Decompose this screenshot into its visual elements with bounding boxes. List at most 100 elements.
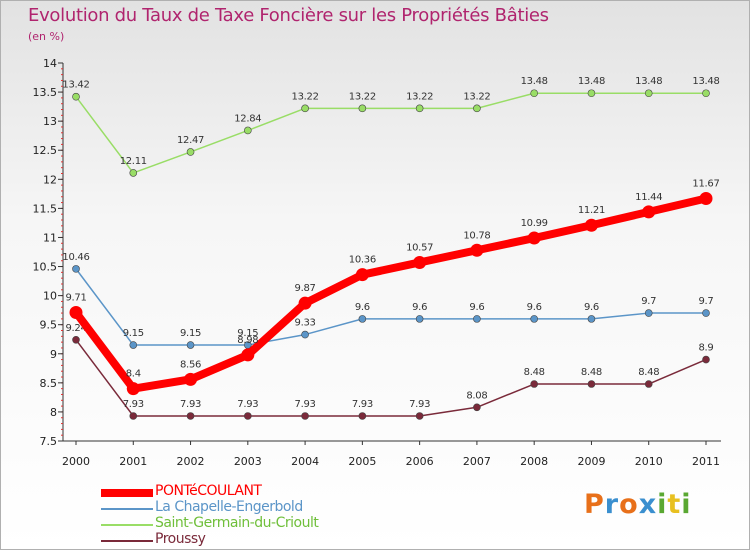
data-label: 9.6 xyxy=(412,302,427,313)
data-label: 9.15 xyxy=(180,328,201,339)
data-label: 7.93 xyxy=(295,399,316,410)
data-point xyxy=(415,412,424,420)
data-label: 9.6 xyxy=(527,302,542,313)
legend-label: Saint-Germain-du-Crioult xyxy=(155,515,319,531)
data-point xyxy=(587,89,596,98)
data-point xyxy=(358,104,367,113)
data-point xyxy=(72,92,80,101)
data-label: 10.78 xyxy=(463,230,490,241)
data-point xyxy=(644,380,653,388)
data-point xyxy=(702,89,710,98)
data-label: 8.48 xyxy=(524,367,545,378)
data-point xyxy=(702,309,710,317)
data-label: 10.46 xyxy=(62,252,89,263)
data-label: 8.48 xyxy=(638,367,659,378)
data-point xyxy=(530,380,538,388)
chart-title: Evolution du Taux de Taxe Foncière sur l… xyxy=(28,5,549,26)
logo-letter: i xyxy=(681,489,692,520)
data-point xyxy=(241,348,255,362)
data-label: 12.47 xyxy=(177,135,204,146)
data-label: 13.22 xyxy=(463,91,490,102)
data-label: 13.48 xyxy=(521,76,548,87)
data-point xyxy=(129,412,138,420)
legend-swatch xyxy=(101,540,153,542)
data-point xyxy=(72,336,80,344)
data-point xyxy=(244,126,252,135)
legend-label: Proussy xyxy=(155,531,206,547)
legend-swatch xyxy=(101,524,153,526)
data-point xyxy=(530,315,538,323)
data-point xyxy=(298,296,312,310)
x-tick-label: 2006 xyxy=(406,455,434,468)
data-label: 10.57 xyxy=(406,242,433,253)
series-line-1 xyxy=(75,268,707,346)
data-point xyxy=(415,315,424,323)
logo-letter: x xyxy=(638,489,658,520)
data-label: 8.08 xyxy=(466,390,487,401)
data-label: 13.22 xyxy=(292,91,319,102)
data-label: 10.36 xyxy=(349,255,376,266)
data-label: 9.7 xyxy=(641,296,656,307)
data-point xyxy=(473,104,481,113)
data-label: 7.93 xyxy=(180,399,201,410)
y-tick-label: 13.5 xyxy=(33,86,58,99)
data-point xyxy=(129,341,138,349)
data-label: 10.99 xyxy=(521,218,548,229)
y-tick-label: 9.5 xyxy=(40,319,58,332)
series-line-2 xyxy=(75,92,707,174)
y-tick-label: 12 xyxy=(43,173,57,186)
data-label: 9.15 xyxy=(237,328,258,339)
data-point xyxy=(584,218,598,232)
data-label: 9.6 xyxy=(355,302,370,313)
logo-letter: i xyxy=(657,489,668,520)
data-label: 9.24 xyxy=(65,323,86,334)
data-point xyxy=(358,412,367,420)
y-tick-label: 12.5 xyxy=(33,144,58,157)
x-tick-label: 2001 xyxy=(119,455,147,468)
data-label: 8.98 xyxy=(237,335,258,346)
data-point xyxy=(415,104,424,113)
data-point xyxy=(358,315,367,323)
data-label: 9.15 xyxy=(123,328,144,339)
unit-label: (en %) xyxy=(28,30,65,43)
legend-swatch xyxy=(101,508,153,510)
data-point xyxy=(301,330,309,339)
data-label: 7.93 xyxy=(409,399,430,410)
data-point xyxy=(301,412,309,420)
data-point xyxy=(244,412,252,420)
logo-letter: r xyxy=(604,489,620,520)
data-point xyxy=(644,89,653,98)
data-label: 13.48 xyxy=(635,76,662,87)
logo-letter: o xyxy=(619,489,639,520)
data-point xyxy=(301,104,309,113)
logo-letter: t xyxy=(667,489,682,520)
data-point xyxy=(413,255,427,269)
legend-swatch xyxy=(101,489,153,497)
data-label: 11.67 xyxy=(692,178,719,189)
data-point xyxy=(699,191,713,205)
data-label: 11.21 xyxy=(578,205,605,216)
data-label: 13.42 xyxy=(62,80,89,91)
y-tick-label: 8.5 xyxy=(40,377,58,390)
y-tick-label: 10 xyxy=(43,290,57,303)
data-label: 12.84 xyxy=(234,113,261,124)
y-tick-label: 7.5 xyxy=(40,435,58,448)
data-label: 13.48 xyxy=(578,76,605,87)
data-point xyxy=(186,341,195,349)
data-label: 11.44 xyxy=(635,192,662,203)
data-point xyxy=(72,265,80,273)
series-line-3 xyxy=(75,339,707,417)
series-line-0 xyxy=(72,194,710,393)
data-label: 8.9 xyxy=(698,343,713,354)
data-label: 9.7 xyxy=(698,296,713,307)
data-label: 13.22 xyxy=(406,91,433,102)
x-tick-label: 2005 xyxy=(348,455,376,468)
data-point xyxy=(587,380,596,388)
data-label: 7.93 xyxy=(237,399,258,410)
x-tick-label: 2003 xyxy=(234,455,262,468)
x-tick-label: 2010 xyxy=(635,455,663,468)
x-tick-label: 2011 xyxy=(692,455,720,468)
data-point xyxy=(473,315,481,323)
data-label: 13.48 xyxy=(692,76,719,87)
